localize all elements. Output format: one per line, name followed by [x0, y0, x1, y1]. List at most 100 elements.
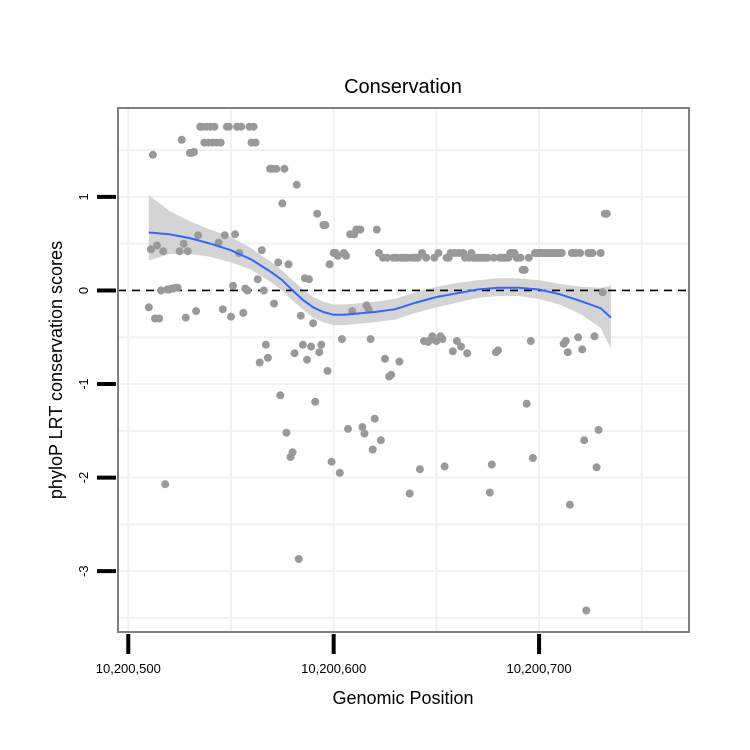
- data-point-132: [415, 465, 424, 474]
- data-point-143: [438, 335, 447, 344]
- data-point-45: [237, 122, 246, 131]
- data-point-122: [395, 357, 404, 366]
- chart-title: Conservation: [344, 76, 462, 98]
- data-point-32: [210, 122, 219, 131]
- data-point-144: [440, 462, 449, 471]
- data-point-93: [335, 468, 344, 477]
- data-point-186: [526, 337, 535, 345]
- data-point-37: [220, 231, 229, 240]
- data-point-187: [528, 454, 537, 462]
- data-point-80: [309, 319, 318, 328]
- data-point-54: [255, 358, 264, 367]
- data-point-219: [594, 425, 603, 434]
- y-tick-label--3: -3: [76, 565, 91, 577]
- data-point-165: [483, 253, 492, 262]
- x-tick-label-10,200,600: 10,200,600: [301, 661, 366, 676]
- x-axis: 10,200,500 10,200,600 10,200,700: [96, 634, 572, 676]
- data-point-24: [194, 231, 203, 240]
- data-point-64: [276, 391, 285, 400]
- data-point-55: [257, 246, 266, 255]
- data-point-127: [405, 489, 414, 498]
- data-point-166: [485, 488, 494, 497]
- data-point-36: [218, 305, 227, 314]
- data-point-201: [557, 249, 566, 257]
- data-point-51: [249, 122, 258, 131]
- data-point-183: [520, 265, 529, 274]
- data-point-216: [588, 249, 597, 257]
- confidence-band: [148, 195, 611, 349]
- data-point-17: [179, 239, 188, 248]
- data-point-46: [239, 308, 248, 317]
- data-point-72: [292, 180, 301, 189]
- data-point-118: [387, 370, 396, 379]
- data-point-0: [144, 303, 153, 312]
- data-point-65: [278, 199, 287, 208]
- data-point-70: [288, 448, 297, 457]
- x-axis-label: Genomic Position: [332, 688, 473, 708]
- data-point-8: [161, 480, 170, 489]
- data-point-204: [563, 348, 572, 357]
- data-point-135: [422, 253, 431, 262]
- data-point-57: [261, 340, 270, 349]
- data-point-56: [259, 286, 268, 295]
- data-point-185: [524, 253, 533, 262]
- data-point-82: [313, 209, 322, 218]
- data-point-109: [368, 445, 377, 454]
- data-point-217: [590, 332, 599, 341]
- data-point-205: [565, 500, 574, 509]
- data-point-88: [325, 260, 334, 269]
- data-point-108: [366, 335, 375, 344]
- data-point-87: [323, 366, 332, 375]
- y-tick-label-1: 1: [76, 193, 91, 200]
- data-point-74: [296, 311, 305, 320]
- data-point-220: [596, 249, 605, 257]
- data-point-103: [356, 225, 365, 234]
- data-point-2: [148, 150, 157, 159]
- data-point-66: [280, 164, 289, 173]
- data-point-116: [383, 253, 392, 262]
- data-point-77: [303, 355, 311, 364]
- data-points: [144, 122, 611, 615]
- data-point-167: [487, 460, 496, 469]
- data-point-105: [360, 429, 369, 438]
- data-point-19: [183, 247, 192, 256]
- data-point-78: [305, 275, 313, 284]
- y-tick-label-0: 0: [76, 287, 91, 294]
- smooth-line: [148, 231, 612, 319]
- data-point-115: [381, 354, 389, 363]
- data-point-113: [376, 436, 385, 445]
- plot-panel: [118, 108, 689, 632]
- data-point-107: [364, 305, 373, 314]
- data-point-152: [457, 342, 465, 351]
- data-point-4: [153, 241, 161, 250]
- data-point-81: [311, 397, 320, 406]
- data-point-16: [177, 135, 186, 144]
- data-point-218: [592, 463, 601, 472]
- data-point-53: [253, 275, 262, 284]
- data-point-61: [270, 299, 279, 308]
- data-point-40: [227, 312, 235, 321]
- data-point-203: [561, 337, 570, 345]
- data-point-22: [190, 148, 198, 156]
- data-point-223: [602, 209, 611, 218]
- smooth-line-path: [148, 231, 612, 319]
- data-point-48: [243, 286, 252, 295]
- data-point-84: [317, 340, 326, 349]
- data-point-97: [344, 424, 352, 433]
- data-point-42: [231, 230, 240, 239]
- data-point-67: [282, 428, 291, 437]
- data-point-94: [337, 335, 346, 344]
- data-point-68: [284, 260, 293, 269]
- data-point-221: [598, 288, 607, 297]
- data-point-86: [321, 221, 330, 229]
- data-point-6: [157, 286, 166, 295]
- data-point-210: [576, 249, 585, 257]
- data-point-209: [574, 333, 583, 342]
- data-point-212: [580, 436, 589, 445]
- data-point-96: [342, 251, 350, 260]
- data-point-23: [192, 307, 201, 316]
- data-point-150: [452, 337, 461, 345]
- data-point-39: [224, 122, 233, 131]
- x-tick-label-10,200,700: 10,200,700: [507, 661, 572, 676]
